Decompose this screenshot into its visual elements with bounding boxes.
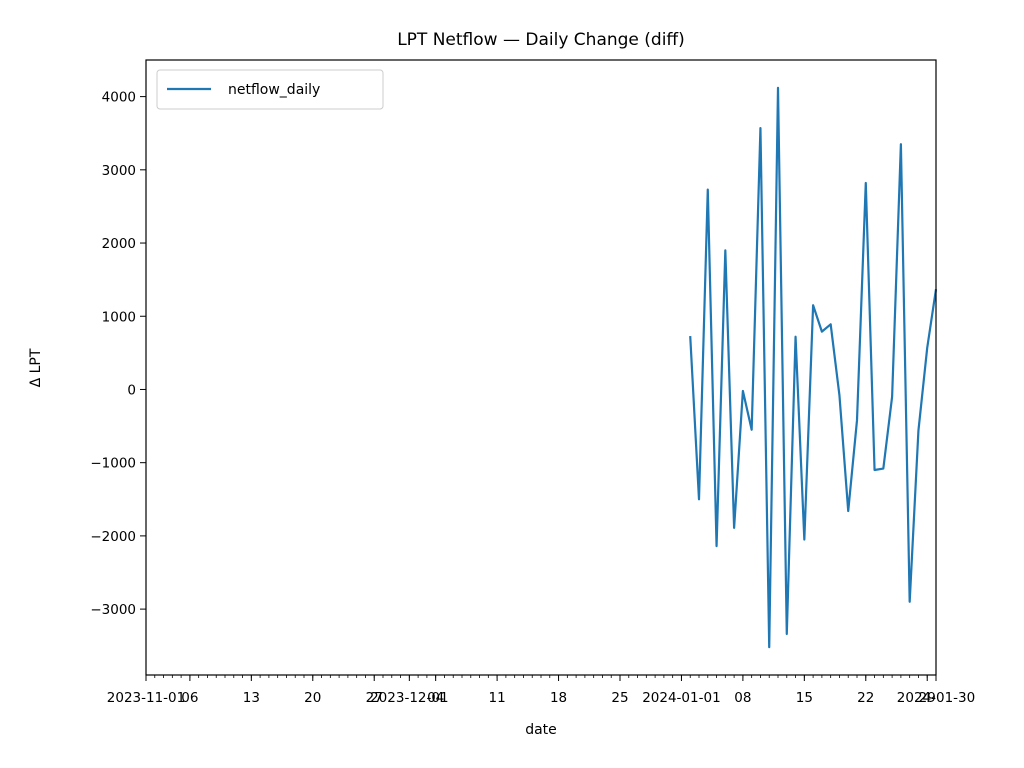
x-tick-label: 08 [734, 690, 751, 706]
x-tick-label: 06 [181, 690, 198, 706]
y-tick-label: 1000 [102, 309, 136, 325]
x-tick-label: 29 [919, 690, 936, 706]
plot-area [146, 60, 936, 675]
series-group [689, 86, 938, 649]
x-tick-label: 2023-11-01 [107, 690, 185, 706]
x-tick-label: 13 [243, 690, 260, 706]
y-axis-label: Δ LPT [28, 348, 44, 387]
y-tick-label: −1000 [90, 456, 136, 472]
x-tick-label: 2024-01-30 [897, 690, 975, 706]
y-tick-label: −2000 [90, 529, 136, 545]
y-tick-label: 3000 [102, 163, 136, 179]
x-tick-label: 22 [857, 690, 874, 706]
x-tick-label: 20 [304, 690, 321, 706]
chart-title: LPT Netflow — Daily Change (diff) [397, 30, 685, 50]
y-tick-label: −3000 [90, 602, 136, 618]
x-tick-label: 04 [427, 690, 444, 706]
x-tick-label: 18 [550, 690, 567, 706]
plot-frame [145, 59, 937, 676]
x-axis-label: date [525, 722, 557, 738]
x-tick-label: 2023-12-01 [370, 690, 448, 706]
x-tick-label: 2024-01-01 [642, 690, 720, 706]
x-tick-label: 25 [611, 690, 628, 706]
y-tick-label: 4000 [102, 90, 136, 106]
y-tick-label: 0 [127, 382, 136, 398]
y-axis-ticks: −3000 −2000 −1000 0 1000 2000 3000 4000 [90, 90, 146, 618]
x-tick-label: 15 [796, 690, 813, 706]
y-tick-label: 2000 [102, 236, 136, 252]
x-tick-label: 27 [366, 690, 383, 706]
legend-box [156, 69, 384, 110]
legend: netflow_daily [156, 69, 384, 110]
legend-label: netflow_daily [228, 82, 320, 98]
x-tick-label: 11 [489, 690, 506, 706]
